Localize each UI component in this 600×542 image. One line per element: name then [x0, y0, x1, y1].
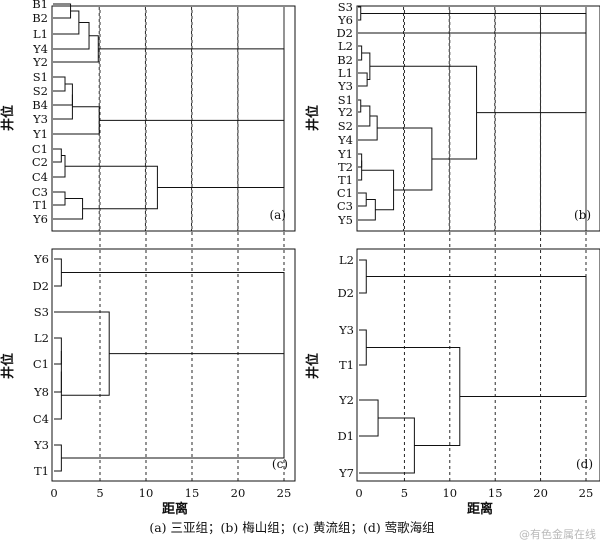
- leaf-label: C4: [32, 170, 48, 184]
- x-tick-label: 25: [579, 486, 594, 500]
- leaf-label: T2: [338, 160, 353, 174]
- x-tick-label: 0: [355, 486, 362, 500]
- leaf-label: C1: [337, 186, 353, 200]
- leaf-label: C3: [32, 185, 48, 199]
- leaf-label: Y3: [33, 438, 49, 452]
- x-tick-label: 10: [139, 486, 154, 500]
- panel-b-frame: [356, 5, 600, 232]
- leaf-label: Y6: [32, 212, 48, 226]
- leaf-label: Y3: [338, 323, 354, 337]
- leaf-label: Y6: [33, 252, 49, 266]
- panel-c-xlabel: 距离: [162, 501, 188, 517]
- figure-caption: (a) 三亚组；(b) 梅山组；(c) 黄流组；(d) 莺歌海组: [149, 520, 434, 535]
- leaf-label: Y2: [32, 55, 48, 69]
- leaf-label: D2: [337, 286, 354, 300]
- panel-c-ylabel: 井位: [0, 353, 16, 379]
- leaf-label: B1: [32, 0, 48, 11]
- leaf-label: Y3: [337, 79, 353, 93]
- leaf-label: Y6: [337, 13, 353, 27]
- leaf-label: T1: [338, 173, 353, 187]
- panel-c-merge-link: [54, 371, 62, 420]
- leaf-label: T1: [339, 358, 354, 372]
- x-tick-label: 20: [231, 486, 246, 500]
- panel-b-tag: (b): [574, 208, 591, 222]
- leaf-label: L1: [338, 66, 353, 80]
- panel-d-merge-link: [366, 276, 587, 397]
- leaf-label: Y4: [337, 133, 353, 147]
- panel-a-ylabel: 井位: [0, 105, 16, 131]
- leaf-label: Y1: [337, 147, 353, 161]
- leaf-label: L2: [339, 253, 354, 267]
- panel-c-frame: [51, 248, 296, 482]
- leaf-label: L1: [33, 27, 48, 41]
- leaf-label: T1: [34, 464, 49, 478]
- leaf-label: S3: [338, 0, 353, 14]
- leaf-label: Y2: [338, 393, 354, 407]
- panel-c-merge-link: [61, 313, 285, 459]
- leaf-label: S3: [34, 305, 49, 319]
- leaf-label: C2: [32, 155, 48, 169]
- panel-c-tag: (c): [272, 457, 288, 471]
- leaf-label: D1: [337, 429, 354, 443]
- x-tick-label: 5: [401, 486, 408, 500]
- panel-b-merge-link: [358, 160, 363, 181]
- leaf-label: Y2: [337, 105, 353, 119]
- panel-d-frame: [356, 248, 600, 482]
- leaf-label: L2: [338, 39, 353, 53]
- leaf-label: B4: [32, 98, 48, 112]
- leaf-label: C3: [337, 199, 353, 213]
- watermark: @有色金属在线: [519, 527, 596, 541]
- leaf-label: D2: [32, 279, 49, 293]
- plot-layer: B1B2L1Y4Y2S1S2B4Y3Y1C1C2C4C3T1Y6S3Y6D2L2…: [32, 0, 593, 500]
- leaf-label: B2: [337, 53, 353, 67]
- leaf-label: Y4: [32, 42, 48, 56]
- panel-b-ylabel: 井位: [305, 105, 321, 131]
- panel-d-tag: (d): [576, 457, 593, 471]
- x-tick-label: 0: [50, 486, 57, 500]
- leaf-label: C1: [32, 142, 48, 156]
- leaf-label: S2: [338, 119, 353, 133]
- leaf-label: D2: [336, 26, 353, 40]
- x-tick-label: 15: [488, 486, 503, 500]
- x-tick-label: 10: [442, 486, 457, 500]
- leaf-label: Y7: [338, 466, 354, 480]
- panel-d-ylabel: 井位: [305, 353, 321, 379]
- panel-d-xlabel: 距离: [467, 501, 493, 517]
- leaf-label: S1: [33, 70, 48, 84]
- leaf-label: Y1: [32, 127, 48, 141]
- leaf-label: Y3: [32, 112, 48, 126]
- leaf-label: S1: [338, 93, 353, 107]
- panel-a-tag: (a): [269, 208, 286, 222]
- panel-a-merge-link: [53, 94, 73, 120]
- panel-a-frame: [51, 5, 296, 232]
- leaf-label: C4: [33, 412, 49, 426]
- leaf-label: S2: [33, 84, 48, 98]
- leaf-label: C1: [33, 357, 49, 371]
- leaf-label: Y5: [337, 213, 353, 227]
- leaf-label: T1: [33, 198, 48, 212]
- x-tick-label: 5: [96, 486, 103, 500]
- x-tick-label: 25: [277, 486, 292, 500]
- leaf-label: Y8: [33, 385, 49, 399]
- leaf-label: L2: [34, 331, 49, 345]
- x-tick-label: 20: [533, 486, 548, 500]
- leaf-label: B2: [32, 11, 48, 25]
- x-tick-label: 15: [185, 486, 200, 500]
